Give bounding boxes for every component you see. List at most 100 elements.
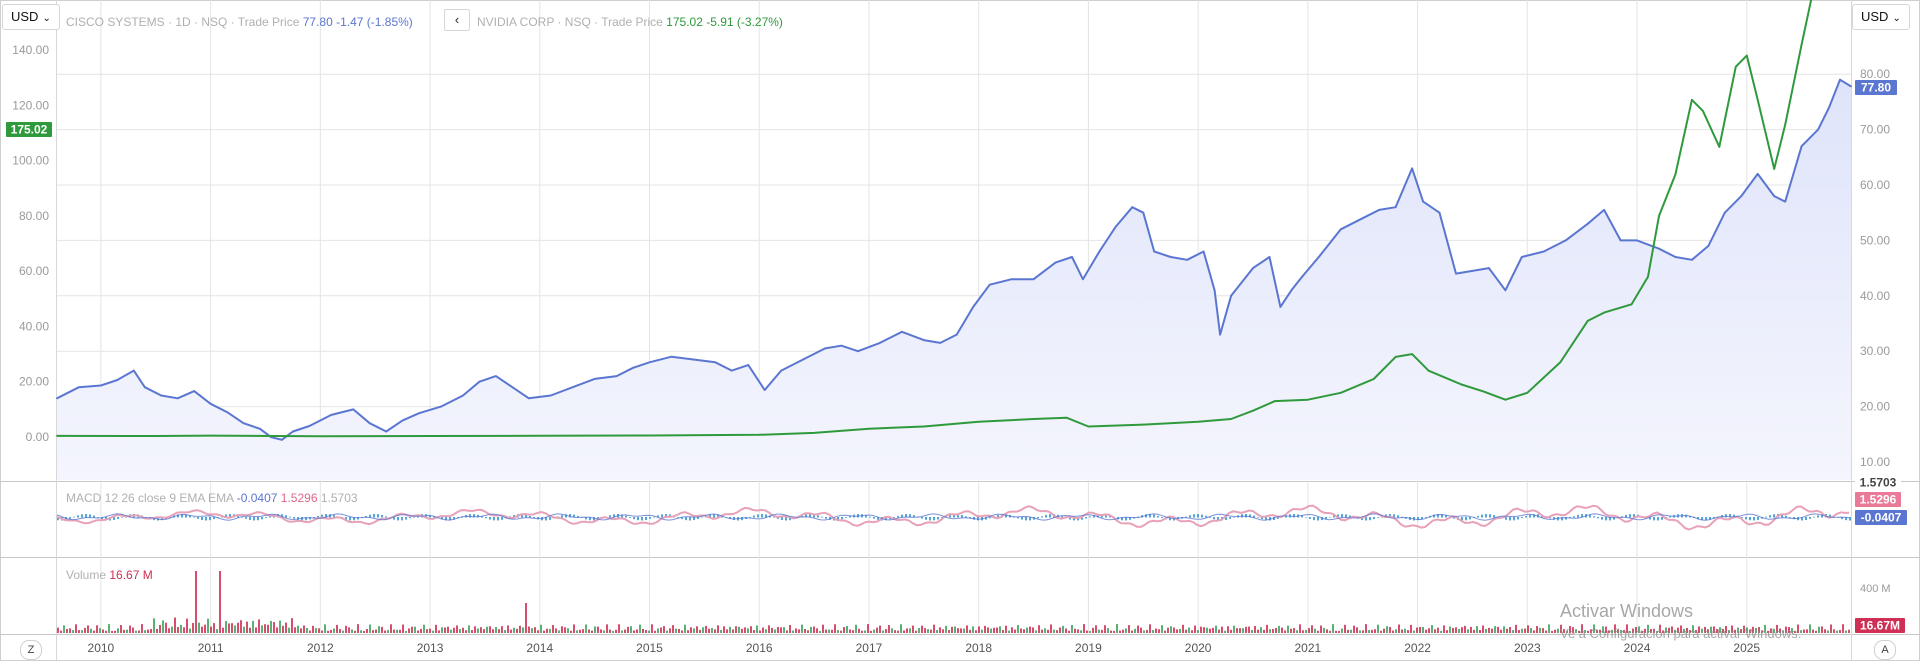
currency-select-right[interactable]: USD ⌄ bbox=[1852, 4, 1910, 30]
volume-bar bbox=[1182, 624, 1184, 633]
cisco-point bbox=[615, 375, 618, 378]
volume-bar bbox=[843, 627, 845, 633]
volume-bar bbox=[123, 629, 125, 633]
cisco-point bbox=[1378, 209, 1381, 211]
macd-histogram-bar bbox=[1849, 517, 1851, 521]
volume-bar bbox=[1590, 629, 1592, 633]
right-tick-label: 70.00 bbox=[1860, 123, 1890, 137]
volume-bar bbox=[1299, 624, 1301, 633]
volume-bar bbox=[537, 630, 539, 633]
volume-bar bbox=[822, 624, 824, 633]
volume-bar bbox=[501, 626, 503, 633]
volume-legend: Volume 16.67 M bbox=[66, 568, 153, 582]
volume-bar bbox=[276, 627, 278, 633]
macd-histogram-bar bbox=[353, 517, 355, 521]
macd-line bbox=[56, 513, 1850, 521]
x-tick-label: 2021 bbox=[1295, 641, 1322, 655]
volume-bar bbox=[816, 628, 818, 633]
macd-histogram-bar bbox=[1801, 517, 1803, 521]
volume-bar bbox=[1125, 628, 1127, 633]
cisco-point bbox=[1773, 195, 1776, 197]
volume-bar bbox=[1848, 629, 1850, 633]
volume-bar bbox=[1074, 628, 1076, 633]
macd-histogram-bar bbox=[1453, 517, 1455, 519]
cisco-point bbox=[1839, 78, 1841, 81]
cisco-point bbox=[1114, 225, 1117, 228]
volume-bar bbox=[1458, 629, 1460, 633]
auto-scale-button[interactable]: A bbox=[1874, 640, 1896, 660]
volume-badge-bg bbox=[1855, 618, 1905, 633]
cisco-point bbox=[1740, 195, 1743, 197]
volume-bar bbox=[1362, 630, 1364, 633]
volume-bar bbox=[1665, 627, 1667, 633]
volume-bar bbox=[1614, 624, 1616, 633]
volume-bar bbox=[1164, 630, 1166, 633]
volume-bar bbox=[1605, 626, 1607, 633]
nvidia-point bbox=[1087, 425, 1090, 428]
volume-bar bbox=[861, 630, 863, 633]
macd-histogram-bar bbox=[1589, 514, 1591, 518]
volume-bar bbox=[807, 630, 809, 633]
macd-histogram-bar bbox=[281, 514, 283, 518]
cisco-point bbox=[1169, 256, 1172, 258]
macd-histogram-bar bbox=[729, 517, 731, 519]
volume-bar bbox=[1032, 627, 1034, 633]
macd-histogram-bar bbox=[1709, 517, 1711, 520]
nvidia-point bbox=[1427, 369, 1430, 372]
volume-bar bbox=[981, 629, 983, 633]
volume-bar bbox=[1794, 630, 1796, 633]
macd-histogram-bar bbox=[1081, 517, 1083, 520]
volume-bar bbox=[1446, 630, 1448, 633]
volume-bar bbox=[1284, 630, 1286, 633]
macd-histogram-bar bbox=[1805, 517, 1807, 520]
macd-histogram-bar bbox=[1605, 517, 1607, 521]
macd-histogram-bar bbox=[1285, 515, 1287, 518]
macd-histogram-bar bbox=[997, 514, 999, 518]
volume-bar bbox=[1626, 624, 1628, 633]
macd-histogram-bar bbox=[1549, 517, 1551, 519]
cisco-point bbox=[1010, 278, 1013, 281]
volume-bar bbox=[1473, 629, 1475, 633]
nvidia-point bbox=[319, 435, 322, 438]
volume-bar bbox=[384, 630, 386, 633]
macd-histogram-bar bbox=[1705, 517, 1707, 521]
legend-prev-button[interactable]: ‹ bbox=[444, 9, 470, 31]
cisco-point bbox=[1520, 256, 1523, 258]
volume-bar bbox=[672, 625, 674, 633]
macd-histogram-bar bbox=[1465, 517, 1467, 521]
volume-layer bbox=[57, 571, 1850, 633]
volume-bar bbox=[1782, 630, 1784, 633]
zoom-button[interactable]: Z bbox=[20, 640, 42, 660]
macd-histogram-bar bbox=[1613, 517, 1615, 520]
volume-bar bbox=[1470, 626, 1472, 633]
macd-histogram-bar bbox=[1061, 516, 1063, 518]
volume-bar bbox=[882, 630, 884, 633]
volume-bar bbox=[1716, 629, 1718, 633]
volume-bar bbox=[1428, 628, 1430, 633]
currency-select-left[interactable]: USD ⌄ bbox=[2, 4, 60, 30]
volume-bar bbox=[630, 626, 632, 633]
macd-histogram-bar bbox=[1489, 514, 1491, 518]
macd-histogram-bar bbox=[253, 517, 255, 521]
macd-histogram-bar bbox=[805, 514, 807, 518]
area-layer bbox=[57, 79, 1851, 480]
volume-bar bbox=[303, 625, 305, 633]
nvidia-point bbox=[1647, 275, 1649, 278]
cisco-point bbox=[209, 402, 212, 405]
volume-bar bbox=[1260, 627, 1262, 633]
volume-bar bbox=[804, 628, 806, 633]
volume-bar bbox=[441, 627, 443, 633]
volume-bar bbox=[513, 627, 515, 633]
macd-layer bbox=[56, 504, 1851, 531]
volume-bar bbox=[1767, 630, 1769, 633]
volume-bar bbox=[936, 629, 938, 633]
volume-bar bbox=[72, 630, 74, 633]
volume-bar bbox=[1629, 630, 1631, 633]
left-tick-label: 100.00 bbox=[12, 154, 49, 168]
watermark-title: Activar Windows bbox=[1560, 601, 1694, 621]
volume-bar bbox=[738, 626, 740, 633]
volume-bar bbox=[231, 623, 233, 633]
volume-bar bbox=[1734, 629, 1736, 633]
cisco-point bbox=[1071, 256, 1073, 258]
volume-bar bbox=[615, 629, 617, 633]
